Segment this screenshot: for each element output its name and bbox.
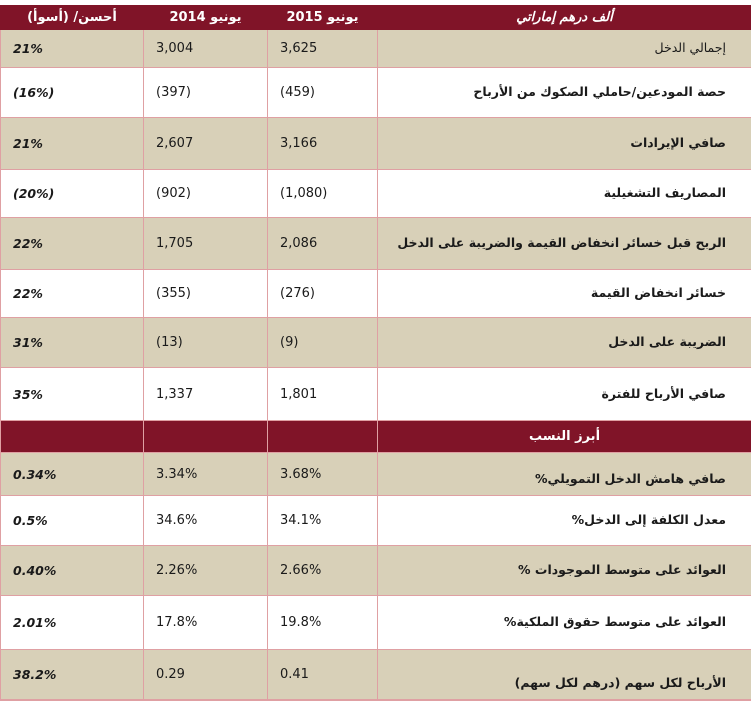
value-jun-2015: (459) (267, 67, 378, 118)
value-jun-2015: 3,166 (267, 117, 378, 170)
row-label: حصة المودعين/حاملي الصكوك من الأرباح (377, 67, 751, 118)
row-label: العوائد على متوسط حقوق الملكية% (377, 595, 751, 650)
value-change: 0.34% (0, 452, 144, 496)
row-label: صافي الإيرادات (377, 117, 751, 170)
value-jun-2014: 2,607 (143, 117, 268, 170)
value-jun-2014: 2.26% (143, 545, 268, 596)
value-jun-2014: (902) (143, 169, 268, 218)
table-row: صافي هامش الدخل التمويلي% 3.68% 3.34% 0.… (0, 452, 751, 496)
row-label: صافي الأرباح للفترة (377, 367, 751, 421)
section-cell-empty (267, 420, 378, 453)
table-row: العوائد على متوسط حقوق الملكية% 19.8% 17… (0, 595, 751, 650)
row-label: الضريبة على الدخل (377, 317, 751, 368)
value-jun-2014: 3.34% (143, 452, 268, 496)
value-change: (16%) (0, 67, 144, 118)
value-jun-2014: (397) (143, 67, 268, 118)
table-row: الأرباح لكل سهم (درهم لكل سهم) 0.41 0.29… (0, 649, 751, 701)
header-better-worse: أحسن/ (أسوأ) (0, 5, 144, 30)
value-jun-2014: 3,004 (143, 29, 268, 68)
section-cell-empty (143, 420, 268, 453)
value-change: 2.01% (0, 595, 144, 650)
header-jun-2014: يونيو 2014 (143, 5, 268, 30)
table-row: الضريبة على الدخل (9) (13) 31% (0, 317, 751, 368)
value-change: 22% (0, 269, 144, 318)
row-label: المصاريف التشغيلية (377, 169, 751, 218)
value-change: 31% (0, 317, 144, 368)
section-divider-row: أبرز النسب (0, 420, 751, 453)
section-title: أبرز النسب (377, 420, 751, 453)
value-jun-2014: 1,705 (143, 217, 268, 270)
value-change: 35% (0, 367, 144, 421)
row-label: العوائد على متوسط الموجودات % (377, 545, 751, 596)
table-row: صافي الأرباح للفترة 1,801 1,337 35% (0, 367, 751, 421)
row-label: إجمالي الدخل (377, 29, 751, 68)
value-change: 21% (0, 29, 144, 68)
financial-results-table: ألف درهم إماراتي يونيو 2015 يونيو 2014 أ… (0, 5, 751, 701)
value-jun-2015: 3.68% (267, 452, 378, 496)
value-jun-2015: 0.41 (267, 649, 378, 701)
table-row: صافي الإيرادات 3,166 2,607 21% (0, 117, 751, 170)
header-jun-2015: يونيو 2015 (267, 5, 378, 30)
value-jun-2014: 1,337 (143, 367, 268, 421)
table-header-row: ألف درهم إماراتي يونيو 2015 يونيو 2014 أ… (0, 5, 751, 30)
table-row: الربح قبل خسائر انخفاض القيمة والضريبة ع… (0, 217, 751, 270)
value-jun-2014: (13) (143, 317, 268, 368)
table-row: المصاريف التشغيلية (1,080) (902) (20%) (0, 169, 751, 218)
table-row: إجمالي الدخل 3,625 3,004 21% (0, 29, 751, 68)
table-row: خسائر انخفاض القيمة (276) (355) 22% (0, 269, 751, 318)
row-label: صافي هامش الدخل التمويلي% (377, 452, 751, 496)
value-jun-2015: (276) (267, 269, 378, 318)
value-jun-2015: 3,625 (267, 29, 378, 68)
value-change: 22% (0, 217, 144, 270)
header-units-label: ألف درهم إماراتي (377, 5, 751, 30)
value-jun-2015: 34.1% (267, 495, 378, 546)
value-jun-2015: 1,801 (267, 367, 378, 421)
value-jun-2015: (9) (267, 317, 378, 368)
row-label: معدل الكلفة إلى الدخل% (377, 495, 751, 546)
table-row: معدل الكلفة إلى الدخل% 34.1% 34.6% 0.5% (0, 495, 751, 546)
value-change: (20%) (0, 169, 144, 218)
row-label: الربح قبل خسائر انخفاض القيمة والضريبة ع… (377, 217, 751, 270)
value-jun-2014: (355) (143, 269, 268, 318)
table-row: العوائد على متوسط الموجودات % 2.66% 2.26… (0, 545, 751, 596)
value-change: 21% (0, 117, 144, 170)
row-label: خسائر انخفاض القيمة (377, 269, 751, 318)
section-cell-empty (0, 420, 144, 453)
value-jun-2014: 17.8% (143, 595, 268, 650)
value-jun-2014: 0.29 (143, 649, 268, 701)
value-change: 38.2% (0, 649, 144, 701)
value-jun-2015: (1,080) (267, 169, 378, 218)
value-jun-2014: 34.6% (143, 495, 268, 546)
value-change: 0.40% (0, 545, 144, 596)
row-label: الأرباح لكل سهم (درهم لكل سهم) (377, 649, 751, 701)
table-row: حصة المودعين/حاملي الصكوك من الأرباح (45… (0, 67, 751, 118)
value-jun-2015: 2.66% (267, 545, 378, 596)
value-change: 0.5% (0, 495, 144, 546)
value-jun-2015: 2,086 (267, 217, 378, 270)
value-jun-2015: 19.8% (267, 595, 378, 650)
